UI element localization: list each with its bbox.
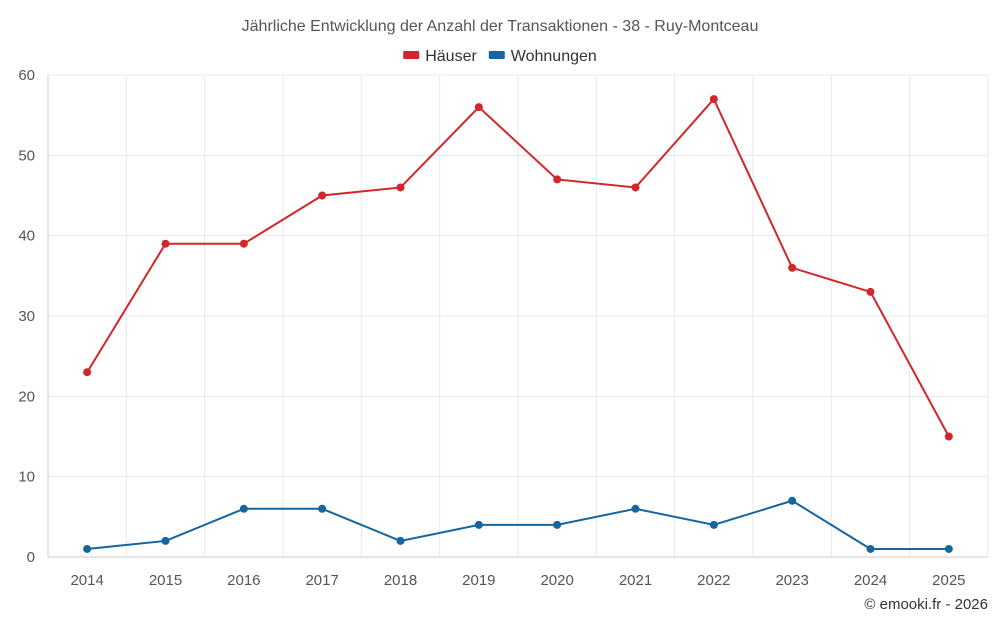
- y-tick-label: 20: [18, 388, 35, 405]
- data-point[interactable]: [239, 239, 248, 248]
- series-line: [87, 499, 949, 550]
- legend-label: Häuser: [425, 48, 477, 65]
- data-point[interactable]: [83, 544, 92, 553]
- data-point[interactable]: [631, 504, 640, 513]
- legend-swatch: [488, 51, 505, 59]
- x-tick-label: 2017: [305, 572, 338, 589]
- y-tick-label: 10: [18, 469, 35, 486]
- legend-swatch: [403, 51, 420, 59]
- data-point[interactable]: [631, 183, 640, 192]
- legend-item[interactable]: Häuser: [403, 48, 477, 65]
- y-tick-label: 0: [27, 549, 35, 566]
- x-tick-label: 2015: [149, 572, 182, 589]
- data-point[interactable]: [83, 368, 92, 377]
- data-point[interactable]: [396, 536, 405, 545]
- x-tick-label: 2022: [697, 572, 730, 589]
- data-point[interactable]: [474, 103, 483, 112]
- series-layer: [83, 95, 953, 553]
- data-point[interactable]: [788, 263, 797, 272]
- data-point[interactable]: [553, 520, 562, 529]
- data-point[interactable]: [709, 95, 718, 104]
- y-tick-label: 50: [18, 147, 35, 164]
- x-tick-label: 2016: [227, 572, 260, 589]
- y-tick-label: 40: [18, 228, 35, 245]
- data-point[interactable]: [396, 183, 405, 192]
- y-tick-label: 60: [18, 67, 35, 84]
- x-tick-label: 2018: [384, 572, 417, 589]
- legend-item[interactable]: Wohnungen: [488, 48, 597, 65]
- data-point[interactable]: [788, 496, 797, 505]
- data-point[interactable]: [553, 175, 562, 184]
- data-point[interactable]: [474, 520, 483, 529]
- series-line: [86, 97, 950, 437]
- x-tick-label: 2024: [854, 572, 887, 589]
- data-point[interactable]: [944, 432, 953, 441]
- data-point[interactable]: [161, 239, 170, 248]
- grid: [47, 74, 989, 557]
- x-tick-label: 2023: [775, 572, 808, 589]
- x-tick-label: 2021: [619, 572, 652, 589]
- x-tick-label: 2020: [540, 572, 573, 589]
- axes: 0 10 20 30 40 50 60 2014 2015 2016 2017 2018 2019 202…: [18, 67, 988, 589]
- data-point[interactable]: [318, 504, 327, 513]
- legend: Häuser Wohnungen: [403, 48, 597, 65]
- data-point[interactable]: [944, 544, 953, 553]
- x-tick-label: 2025: [932, 572, 965, 589]
- series-0: [83, 95, 953, 441]
- chart-title: Jährliche Entwicklung der Anzahl der Tra…: [242, 18, 759, 35]
- x-tick-label: 2019: [462, 572, 495, 589]
- data-point[interactable]: [161, 536, 170, 545]
- series-1: [83, 496, 953, 553]
- data-point[interactable]: [866, 287, 875, 296]
- legend-label: Wohnungen: [511, 48, 597, 65]
- data-point[interactable]: [318, 191, 327, 200]
- data-point[interactable]: [709, 520, 718, 529]
- x-tick-label: 2014: [70, 572, 103, 589]
- data-point[interactable]: [239, 504, 248, 513]
- y-tick-label: 30: [18, 308, 35, 325]
- data-point[interactable]: [866, 544, 875, 553]
- credit-text: © emooki.fr - 2026: [864, 596, 988, 613]
